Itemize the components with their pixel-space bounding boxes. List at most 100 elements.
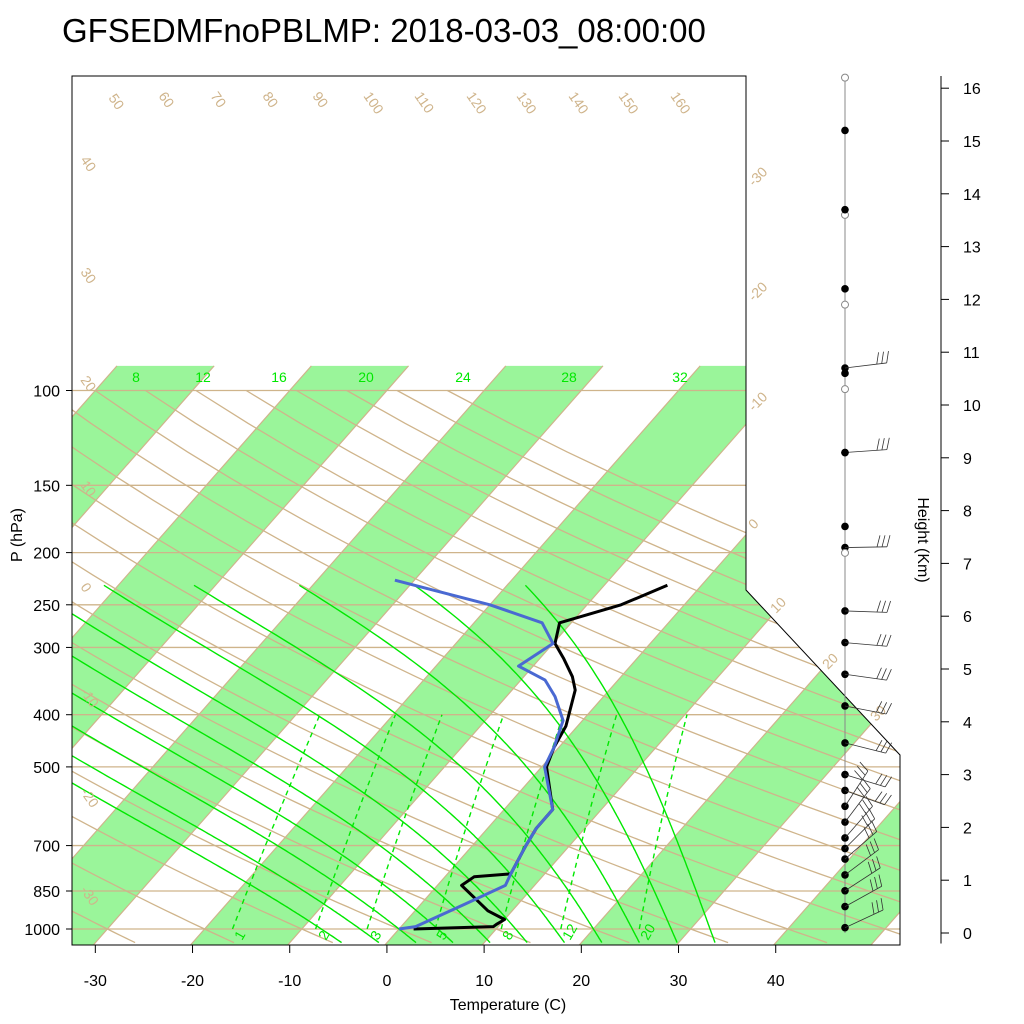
wind-barb-feather xyxy=(856,765,866,776)
height-tick-label: 3 xyxy=(963,768,972,785)
dry-adiabat xyxy=(72,390,729,944)
moist-adiabat-label: 16 xyxy=(271,369,287,385)
wind-level-open xyxy=(841,73,849,82)
pressure-tick-label: 1000 xyxy=(24,922,60,939)
wind-barb-feather xyxy=(875,773,883,785)
chart-title: GFSEDMFnoPBLMP: 2018-03-03_08:00:00 xyxy=(62,12,706,49)
left-temperature-label: 40 xyxy=(78,153,100,175)
wind-barb xyxy=(844,788,871,823)
dry-adiabat xyxy=(72,390,432,944)
isotherm xyxy=(72,365,215,945)
wind-barb-feather xyxy=(874,791,883,802)
wind-level-open xyxy=(841,548,849,557)
pressure-tick-label: 100 xyxy=(33,384,60,401)
wind-level-dot xyxy=(841,285,849,293)
wind-barb xyxy=(844,831,877,860)
wind-barb xyxy=(844,885,882,907)
dry-adiabat xyxy=(296,389,900,944)
wind-barb xyxy=(844,673,887,681)
pressure-tick-label: 400 xyxy=(33,708,60,725)
moist-adiabat-label: 32 xyxy=(672,369,688,385)
wind-barb-feather xyxy=(876,535,881,548)
dry-adiabat-label: 60 xyxy=(156,89,178,111)
wind-barb-feather xyxy=(876,856,881,869)
x-axis: -30 -20 -10 0 10 20 30 40 xyxy=(84,945,785,990)
dry-adiabat-label: 160 xyxy=(668,89,695,117)
dry-adiabat-label: 110 xyxy=(412,89,438,117)
isotherm xyxy=(0,366,20,947)
wind-barb-feather xyxy=(867,823,874,835)
wind-barb-feather xyxy=(859,803,867,815)
wind-barb-feather xyxy=(876,634,882,646)
wind-barb-feather xyxy=(869,879,874,892)
wind-barb-feather xyxy=(856,786,865,797)
wind-barb xyxy=(844,742,886,754)
dry-adiabat-label: 90 xyxy=(310,89,332,111)
wind-barb-feather xyxy=(876,900,879,913)
left-temperature-label: 0 xyxy=(78,580,96,596)
moist-adiabat xyxy=(72,584,342,944)
moist-adiabat xyxy=(103,584,566,944)
wind-barb-feather xyxy=(886,350,889,363)
wind-barb-feather xyxy=(876,701,883,713)
height-tick-label: 11 xyxy=(963,345,980,362)
wind-barb-feather xyxy=(868,808,876,820)
wind-level-dot xyxy=(841,522,849,531)
wind-barb xyxy=(844,774,886,788)
x-tick-label: 40 xyxy=(767,973,785,990)
moist-adiabat-label: 8 xyxy=(132,369,140,385)
pressure-tick-label: 200 xyxy=(33,546,60,563)
height-tick-label: 16 xyxy=(963,81,981,98)
height-tick-label: 4 xyxy=(963,715,972,732)
moist-adiabat xyxy=(413,584,678,943)
mixing-ratio-label: 12 xyxy=(559,921,581,943)
x-tick-label: -30 xyxy=(84,973,107,990)
wind-level-dot xyxy=(841,448,849,457)
moist-adiabat xyxy=(72,584,380,944)
pressure-tick-label: 700 xyxy=(33,839,60,856)
pressure-axis: 100 150 200 250 300 400 500 700 850 1000 xyxy=(24,384,72,939)
dry-adiabat-label: 120 xyxy=(464,89,491,117)
right-temperature-label: 20 xyxy=(819,650,841,672)
isotherm xyxy=(285,365,798,945)
isotherm xyxy=(91,365,604,945)
wind-barb-feather xyxy=(886,634,892,647)
moist-adiabat xyxy=(72,584,528,944)
x-tick-label: 10 xyxy=(475,973,493,990)
wind-barb-feather xyxy=(885,742,893,754)
isotherm xyxy=(479,365,900,945)
height-tick-label: 7 xyxy=(963,556,972,573)
wind-level-open xyxy=(841,300,849,309)
x-tick-label: -10 xyxy=(278,973,301,990)
wind-barb-feather xyxy=(865,796,873,807)
dry-adiabat xyxy=(245,389,900,944)
wind-barb-feather xyxy=(869,841,875,853)
isotherm xyxy=(72,365,410,945)
right-temperature-label: -10 xyxy=(745,388,771,414)
height-tick-label: 6 xyxy=(963,609,972,626)
moist-adiabat xyxy=(298,584,641,943)
dry-adiabat-label: 100 xyxy=(361,89,388,117)
dry-adiabat xyxy=(72,390,531,944)
height-tick-label: 5 xyxy=(963,662,972,679)
wind-barb-feather xyxy=(861,815,868,827)
mixing-ratio-line xyxy=(366,714,443,930)
height-tick-label: 8 xyxy=(963,504,972,521)
wind-barb xyxy=(844,362,887,369)
wind-barb-feather xyxy=(881,535,886,548)
height-tick-label: 9 xyxy=(963,451,972,468)
dry-adiabat xyxy=(72,390,334,944)
moist-adiabat-label: 12 xyxy=(195,369,211,385)
dry-adiabat-label: 130 xyxy=(514,89,541,117)
wind-barb-feather xyxy=(881,351,884,364)
height-tick-label: 10 xyxy=(963,398,981,415)
mixing-ratio-line xyxy=(560,714,618,930)
wind-barb-feather xyxy=(875,740,883,751)
wind-barb xyxy=(844,909,884,929)
wind-barb xyxy=(844,449,887,453)
wind-level-dot xyxy=(841,126,849,135)
mixing-ratio-label: 8 xyxy=(499,928,517,943)
dry-adiabat-label: 50 xyxy=(106,91,128,113)
temperature-band xyxy=(0,366,20,947)
